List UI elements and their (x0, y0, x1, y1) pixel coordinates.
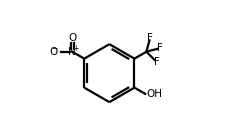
Text: O: O (49, 47, 58, 57)
Text: O: O (68, 33, 76, 43)
Text: F: F (147, 33, 153, 43)
Text: OH: OH (146, 89, 162, 99)
Text: F: F (157, 43, 163, 53)
Text: F: F (153, 57, 159, 67)
Text: +: + (73, 44, 79, 53)
Text: N: N (68, 47, 76, 57)
Text: −: − (51, 44, 58, 53)
